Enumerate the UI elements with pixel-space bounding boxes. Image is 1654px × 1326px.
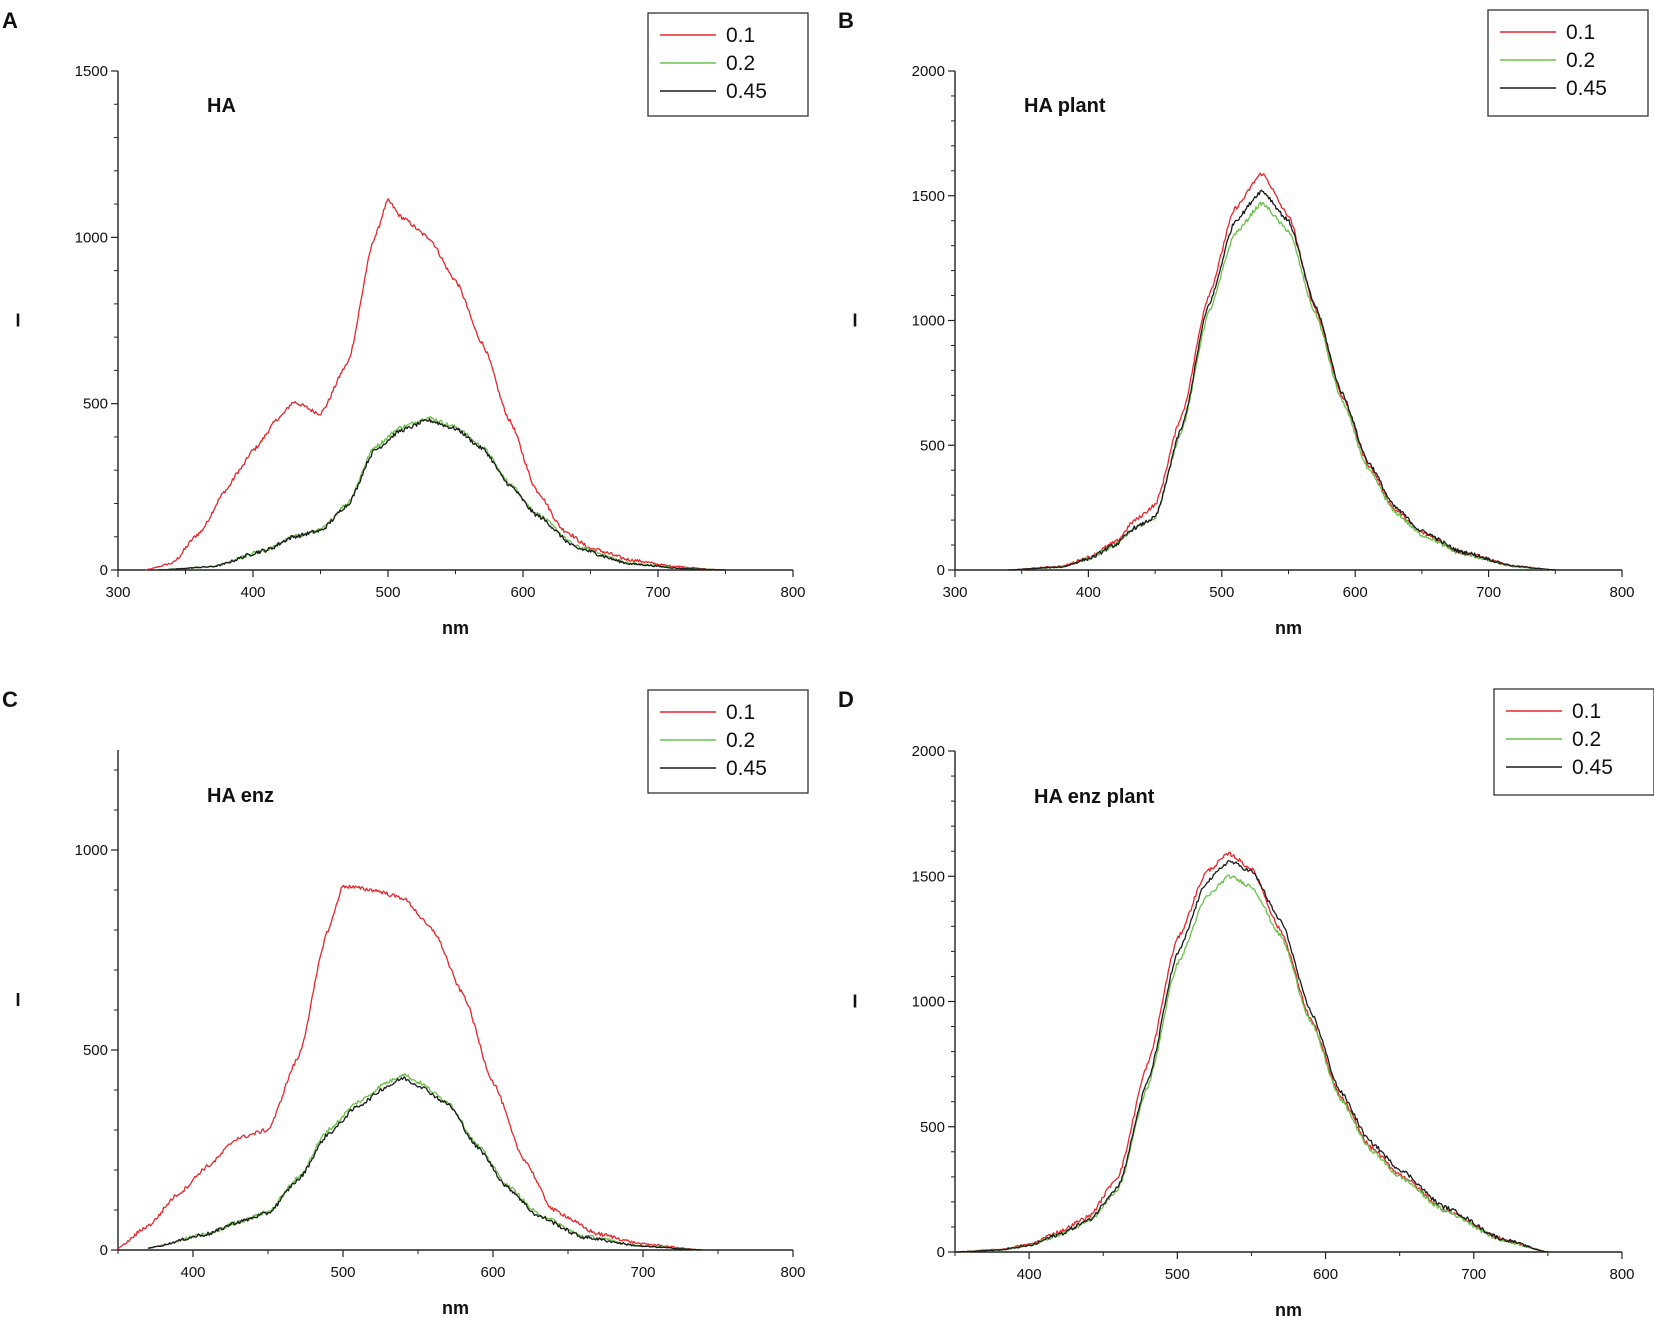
y-tick-label: 2000 (912, 743, 945, 760)
panel-d: D 400 500 600 700 800 0 500 1000 1500 2000 nm I HA en… (838, 687, 1654, 1320)
x-tick-label: 500 (375, 584, 400, 601)
panel-b: B 300 400 500 600 700 800 0 500 1000 1500 2000 nm I HA… (838, 8, 1649, 638)
plot-title: HA enz (207, 785, 274, 807)
x-tick-label: 700 (1461, 1266, 1486, 1283)
y-tick-label: 500 (920, 1119, 945, 1136)
legend-label: 0.2 (726, 52, 755, 75)
plot-title: HA (207, 95, 236, 117)
x-axis-title: nm (442, 1298, 469, 1318)
x-tick-label: 800 (1609, 1266, 1634, 1283)
x-axis-title: nm (442, 618, 469, 638)
legend-label: 0.2 (1566, 49, 1595, 72)
x-tick-label: 500 (330, 1264, 355, 1281)
x-tick-label: 500 (1165, 1266, 1190, 1283)
legend-label: 0.1 (1566, 21, 1595, 44)
series-line-0_1 (117, 884, 703, 1251)
legend: 0.1 0.2 0.45 (647, 12, 809, 117)
y-tick-label: 500 (920, 437, 945, 454)
legend-label: 0.45 (1566, 77, 1607, 100)
x-tick-label: 700 (630, 1264, 655, 1281)
y-tick-label: 0 (100, 562, 108, 579)
legend-label: 0.1 (1572, 700, 1601, 723)
legend-box (1487, 9, 1649, 117)
y-axis-title: I (852, 311, 857, 331)
y-axis-title: I (15, 990, 20, 1010)
y-tick-label: 1000 (912, 994, 945, 1011)
y-axis-title: I (852, 992, 857, 1012)
legend-box (647, 689, 809, 794)
x-tick-label: 500 (1209, 584, 1234, 601)
y-tick-label: 0 (937, 1244, 945, 1261)
x-tick-label: 300 (942, 584, 967, 601)
y-tick-label: 1000 (912, 313, 945, 330)
legend-box (647, 12, 809, 117)
series-line-0_45 (955, 859, 1548, 1253)
x-tick-label: 700 (1476, 584, 1501, 601)
legend-label: 0.45 (1572, 756, 1613, 779)
y-tick-label: 1500 (912, 868, 945, 885)
x-tick-label: 600 (1313, 1266, 1338, 1283)
legend: 0.1 0.2 0.45 (647, 689, 809, 794)
legend: 0.1 0.2 0.45 (1487, 9, 1649, 117)
series-line-0_45 (1008, 189, 1555, 571)
legend-label: 0.1 (726, 24, 755, 47)
x-tick-label: 800 (780, 1264, 805, 1281)
y-tick-label: 500 (83, 396, 108, 413)
legend: 0.1 0.2 0.45 (1493, 688, 1654, 796)
plot-title: HA plant (1024, 95, 1106, 117)
y-tick-label: 500 (83, 1042, 108, 1059)
plot-title: HA enz plant (1034, 786, 1155, 808)
x-tick-label: 400 (1017, 1266, 1042, 1283)
x-tick-label: 700 (645, 584, 670, 601)
legend-label: 0.45 (726, 80, 767, 103)
series-line-0_45 (158, 418, 726, 571)
panel-letter: D (838, 687, 854, 712)
legend-box (1493, 688, 1654, 796)
series-line-0_2 (147, 1072, 703, 1251)
panel-letter: C (2, 687, 18, 712)
series-line-0_1 (145, 198, 726, 571)
x-tick-label: 300 (105, 584, 130, 601)
y-tick-label: 1000 (75, 229, 108, 246)
legend-label: 0.1 (726, 701, 755, 724)
x-axis-title: nm (1275, 1300, 1302, 1320)
legend-label: 0.2 (726, 729, 755, 752)
x-tick-label: 400 (1076, 584, 1101, 601)
panel-letter: B (838, 8, 854, 33)
legend-label: 0.45 (726, 757, 767, 780)
y-tick-label: 1500 (912, 188, 945, 205)
x-tick-label: 800 (780, 584, 805, 601)
x-tick-label: 400 (240, 584, 265, 601)
y-tick-label: 0 (937, 562, 945, 579)
x-tick-label: 600 (480, 1264, 505, 1281)
x-tick-label: 600 (510, 584, 535, 601)
y-tick-label: 0 (100, 1242, 108, 1259)
panel-letter: A (2, 8, 18, 33)
x-tick-label: 800 (1609, 584, 1634, 601)
x-tick-label: 600 (1343, 584, 1368, 601)
y-tick-label: 2000 (912, 63, 945, 80)
x-axis-title: nm (1275, 618, 1302, 638)
y-tick-label: 1000 (75, 842, 108, 859)
y-tick-label: 1500 (75, 63, 108, 80)
x-tick-label: 400 (180, 1264, 205, 1281)
y-axis-title: I (15, 311, 20, 331)
legend-label: 0.2 (1572, 728, 1601, 751)
series-line-0_45 (147, 1076, 703, 1251)
